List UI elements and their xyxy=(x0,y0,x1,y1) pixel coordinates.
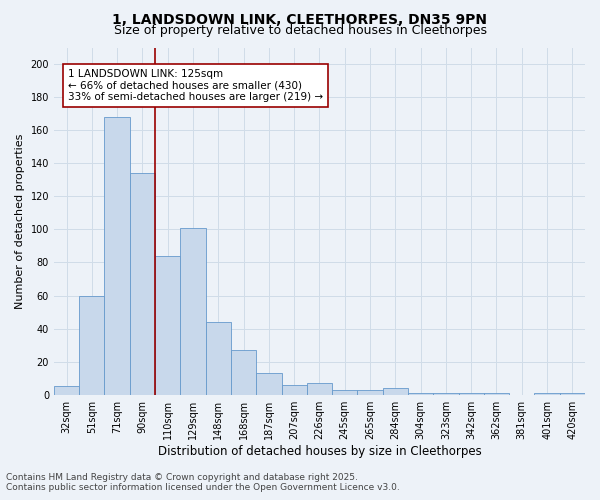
Bar xyxy=(79,296,104,394)
Bar xyxy=(358,390,383,394)
Bar xyxy=(256,373,281,394)
Bar xyxy=(408,393,433,394)
Text: 1 LANDSDOWN LINK: 125sqm
← 66% of detached houses are smaller (430)
33% of semi-: 1 LANDSDOWN LINK: 125sqm ← 66% of detach… xyxy=(68,69,323,102)
Bar xyxy=(231,350,256,395)
Bar xyxy=(535,393,560,394)
Bar xyxy=(484,393,509,394)
Text: Contains HM Land Registry data © Crown copyright and database right 2025.
Contai: Contains HM Land Registry data © Crown c… xyxy=(6,473,400,492)
Bar xyxy=(332,390,358,394)
Bar xyxy=(281,385,307,394)
Bar xyxy=(560,393,585,394)
X-axis label: Distribution of detached houses by size in Cleethorpes: Distribution of detached houses by size … xyxy=(158,444,481,458)
Bar xyxy=(54,386,79,394)
Text: Size of property relative to detached houses in Cleethorpes: Size of property relative to detached ho… xyxy=(113,24,487,37)
Bar xyxy=(383,388,408,394)
Bar xyxy=(155,256,181,394)
Bar xyxy=(206,322,231,394)
Bar xyxy=(307,383,332,394)
Bar xyxy=(433,393,458,394)
Bar xyxy=(104,117,130,394)
Text: 1, LANDSDOWN LINK, CLEETHORPES, DN35 9PN: 1, LANDSDOWN LINK, CLEETHORPES, DN35 9PN xyxy=(113,12,487,26)
Bar xyxy=(181,228,206,394)
Bar xyxy=(130,173,155,394)
Y-axis label: Number of detached properties: Number of detached properties xyxy=(15,134,25,309)
Bar xyxy=(458,393,484,394)
